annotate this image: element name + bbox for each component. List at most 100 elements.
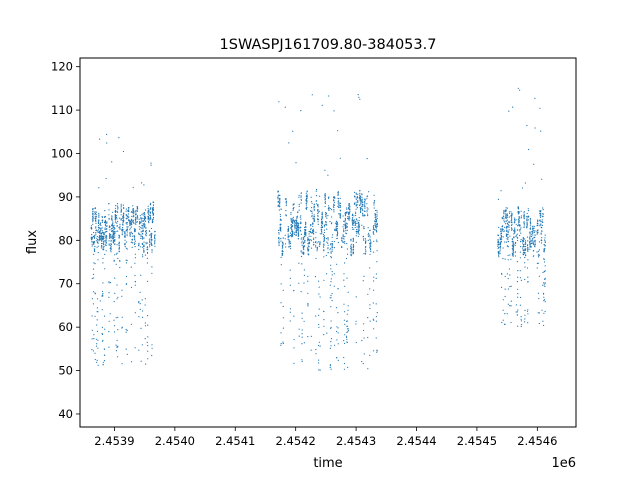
data-point bbox=[330, 326, 332, 329]
data-point bbox=[510, 305, 512, 307]
data-point bbox=[540, 215, 542, 217]
data-point bbox=[505, 210, 507, 212]
data-point bbox=[514, 232, 516, 234]
data-point bbox=[134, 238, 136, 240]
data-point bbox=[366, 207, 368, 209]
data-point bbox=[149, 214, 152, 216]
data-point bbox=[95, 338, 97, 340]
data-point bbox=[338, 206, 340, 209]
data-point bbox=[353, 191, 356, 193]
data-point bbox=[502, 247, 504, 249]
data-point bbox=[127, 215, 129, 217]
data-point bbox=[109, 282, 112, 284]
data-point bbox=[346, 243, 348, 245]
data-point bbox=[101, 221, 103, 223]
data-point bbox=[104, 253, 106, 255]
data-point bbox=[513, 229, 516, 231]
data-point bbox=[145, 363, 147, 365]
data-point bbox=[277, 201, 279, 203]
data-point bbox=[103, 240, 105, 242]
data-point bbox=[344, 221, 346, 223]
data-point bbox=[524, 238, 526, 240]
data-point bbox=[353, 222, 355, 224]
data-point bbox=[369, 304, 371, 306]
data-point bbox=[94, 263, 96, 265]
data-point bbox=[145, 227, 147, 229]
data-point bbox=[129, 229, 131, 231]
data-point bbox=[125, 214, 127, 216]
data-point bbox=[142, 233, 144, 235]
data-point bbox=[520, 316, 522, 318]
data-point bbox=[526, 212, 528, 215]
data-point bbox=[301, 240, 303, 242]
data-point bbox=[339, 202, 341, 205]
data-point bbox=[352, 248, 354, 250]
data-point bbox=[542, 320, 544, 322]
data-point bbox=[288, 246, 290, 248]
y-tick-label: 80 bbox=[58, 233, 73, 247]
data-point bbox=[510, 285, 512, 287]
data-point bbox=[528, 219, 530, 221]
data-point bbox=[362, 235, 365, 237]
data-point bbox=[323, 256, 325, 258]
data-point bbox=[511, 216, 513, 218]
data-point bbox=[121, 326, 123, 328]
data-point bbox=[525, 242, 527, 244]
data-point bbox=[373, 276, 375, 278]
data-point bbox=[343, 319, 345, 321]
data-point bbox=[544, 244, 546, 247]
data-point bbox=[91, 243, 93, 245]
data-point bbox=[295, 162, 297, 164]
data-point bbox=[307, 305, 309, 307]
data-point bbox=[97, 364, 99, 366]
data-point bbox=[341, 237, 343, 239]
data-point bbox=[138, 234, 140, 236]
data-point bbox=[544, 270, 546, 272]
data-point bbox=[376, 213, 378, 215]
data-point bbox=[325, 238, 327, 240]
data-point bbox=[319, 233, 321, 235]
data-point bbox=[502, 228, 504, 230]
data-point bbox=[318, 245, 320, 247]
data-point bbox=[114, 243, 116, 245]
data-point bbox=[543, 299, 546, 301]
y-axis-label: flux bbox=[25, 230, 40, 254]
data-point bbox=[316, 250, 318, 252]
data-point bbox=[527, 240, 529, 242]
data-point bbox=[375, 315, 377, 318]
data-point bbox=[294, 231, 296, 233]
data-point bbox=[333, 206, 335, 209]
data-point bbox=[361, 207, 363, 209]
data-point bbox=[374, 214, 377, 216]
data-point bbox=[136, 215, 138, 217]
data-point bbox=[376, 250, 378, 252]
data-point bbox=[293, 338, 295, 341]
data-point bbox=[313, 243, 315, 245]
data-point bbox=[136, 221, 138, 223]
data-point bbox=[500, 229, 502, 231]
data-point bbox=[131, 235, 133, 237]
data-point bbox=[111, 237, 113, 239]
data-point bbox=[544, 234, 546, 236]
data-point bbox=[125, 283, 127, 285]
data-point bbox=[143, 219, 145, 221]
data-point bbox=[310, 240, 312, 242]
data-point bbox=[500, 237, 502, 239]
data-point bbox=[144, 226, 146, 228]
data-point bbox=[317, 223, 319, 225]
data-point bbox=[92, 213, 94, 215]
data-point bbox=[502, 319, 504, 321]
data-point bbox=[139, 303, 141, 305]
data-point bbox=[530, 235, 533, 237]
data-point bbox=[522, 238, 525, 240]
data-point bbox=[108, 320, 110, 322]
data-point bbox=[98, 187, 100, 189]
data-point bbox=[95, 217, 97, 219]
data-point bbox=[305, 192, 307, 194]
x-axis-ticks: 2.4539 2.4540 2.4541 2.4542 2.4543 2.4544 2.45… bbox=[94, 427, 557, 448]
data-point bbox=[136, 206, 138, 208]
data-point bbox=[304, 239, 306, 241]
data-point bbox=[331, 271, 333, 273]
data-point bbox=[145, 232, 147, 234]
data-point bbox=[498, 254, 500, 256]
